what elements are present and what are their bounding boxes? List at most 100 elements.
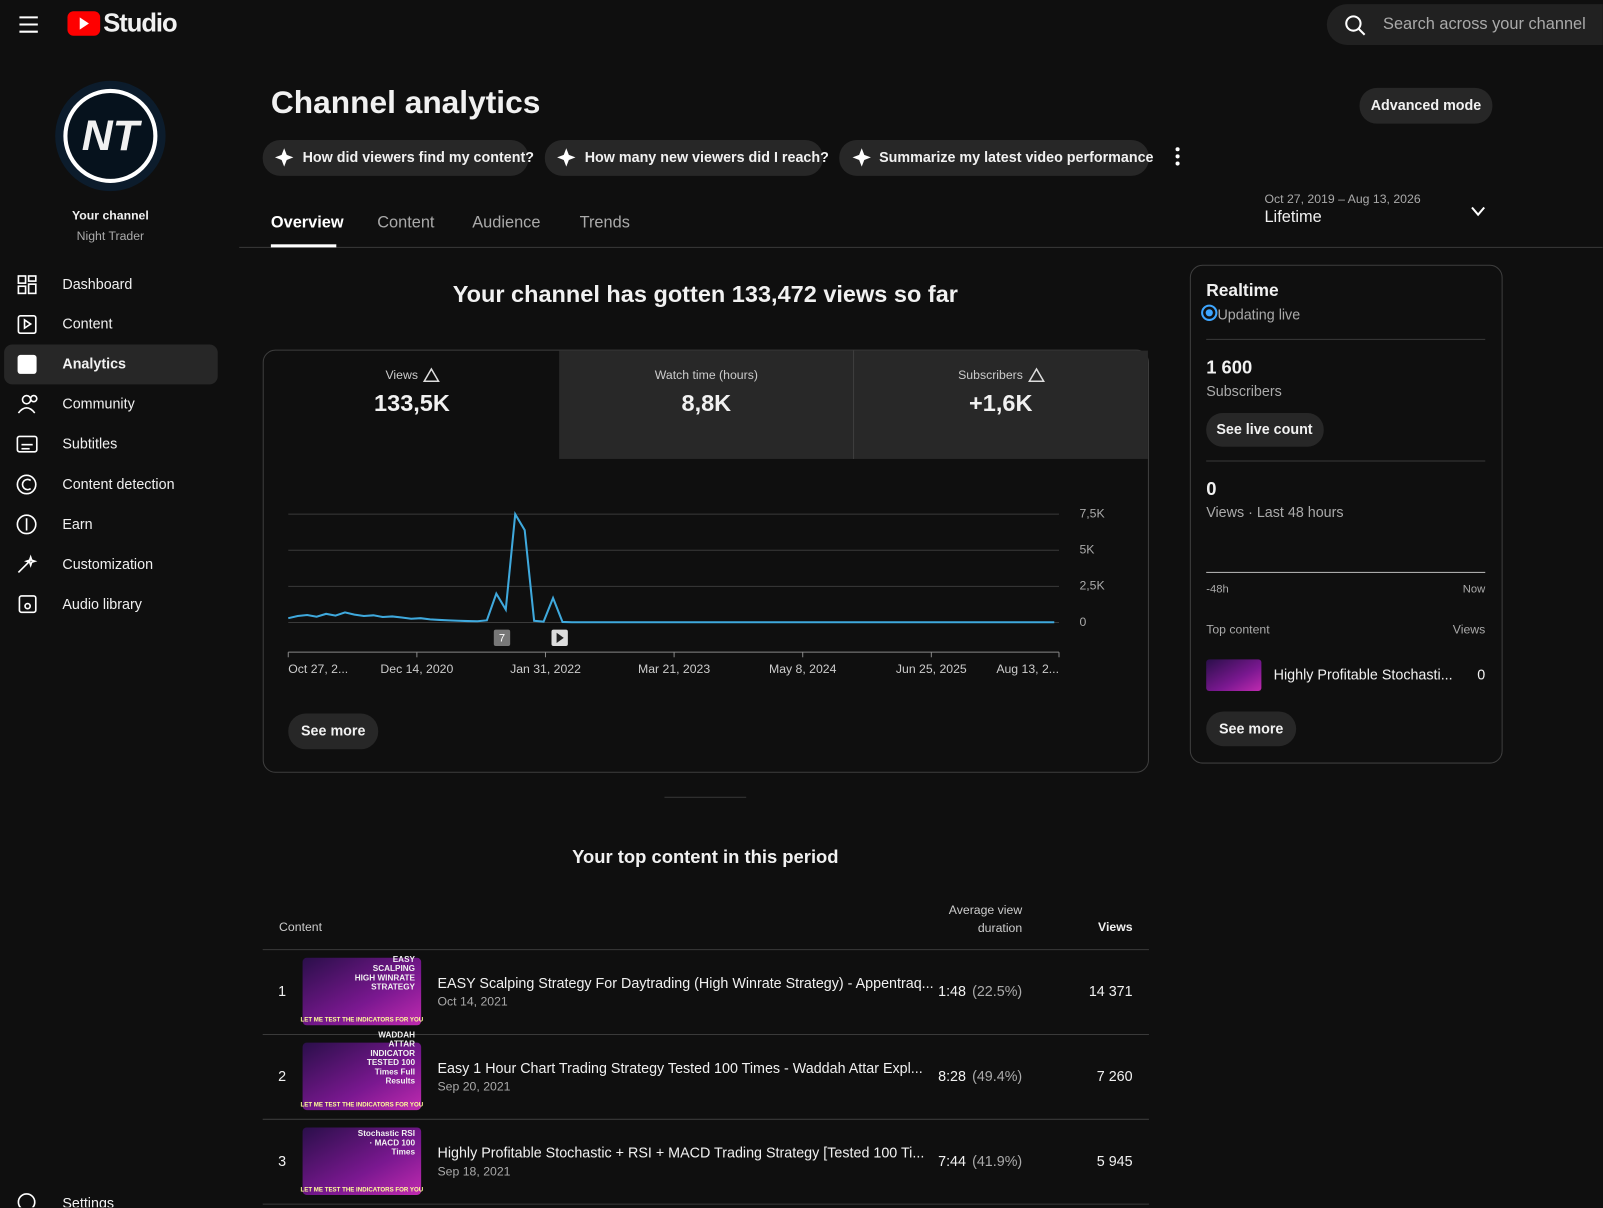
logo-text: Studio — [103, 9, 177, 38]
live-count-button[interactable]: See live count — [1216, 420, 1313, 438]
nav-item[interactable]: Earn — [62, 515, 93, 533]
search-box[interactable] — [1326, 4, 1603, 45]
label: Views — [1452, 622, 1486, 637]
subscriber-count: 1 600 — [1206, 356, 1253, 378]
metric-value: 8,8K — [681, 389, 732, 417]
x-tick-label: Oct 27, 2... — [288, 662, 348, 676]
marker-label: 7 — [499, 632, 505, 644]
metric-value: +1,6K — [969, 389, 1033, 417]
advanced-button[interactable]: Advanced mode — [1370, 96, 1482, 114]
x-tick-label: Jun 25, 2025 — [896, 662, 967, 676]
video-date: Oct 14, 2021 — [437, 994, 508, 1009]
views: 5 945 — [1096, 1152, 1133, 1169]
avg-duration: 7:44 — [938, 1152, 966, 1169]
views: 0 — [1477, 666, 1486, 683]
tab[interactable]: Trends — [579, 214, 630, 232]
views: 7 260 — [1096, 1067, 1133, 1085]
label: Top content — [1206, 622, 1270, 637]
realtime-see-more[interactable] — [1206, 711, 1297, 747]
menu-icon[interactable] — [19, 16, 38, 33]
metric-label: Watch time (hours) — [654, 367, 758, 383]
nav-item[interactable]: Content detection — [62, 475, 175, 493]
x-tick-label: Jan 31, 2022 — [510, 662, 581, 676]
tab[interactable]: Content — [377, 214, 435, 232]
video-date: Sep 20, 2021 — [437, 1079, 511, 1094]
avg-percent: (22.5%) — [972, 982, 1023, 1000]
prompt-chip[interactable]: How did viewers find my content? — [302, 148, 534, 166]
video-title[interactable]: Highly Profitable Stochastic + RSI + MAC… — [437, 1144, 925, 1161]
metric-label: Views — [385, 367, 418, 383]
prompt-chip[interactable]: Summarize my latest video performance — [879, 148, 1154, 166]
status: Updating live — [1217, 306, 1301, 323]
thumbnail-text: WADDAH ATTAR INDICATOR TESTED 100 Times … — [366, 1030, 416, 1086]
play-icon — [556, 632, 564, 643]
period-select[interactable]: Lifetime — [1264, 208, 1322, 227]
tab[interactable]: Audience — [472, 214, 541, 232]
card-title: Realtime — [1206, 280, 1279, 301]
nav-item[interactable]: Community — [62, 395, 135, 412]
headline: Your channel has gotten 133,472 views so… — [452, 280, 958, 307]
label: Your channel — [72, 208, 149, 223]
video-title[interactable]: Highly Profitable Stochasti... — [1273, 666, 1453, 683]
metric-value: 133,5K — [374, 389, 450, 417]
section-title: Your top content in this period — [572, 846, 839, 868]
date-range: Oct 27, 2019 – Aug 13, 2026 — [1264, 191, 1421, 207]
x-tick-label: Dec 14, 2020 — [380, 662, 453, 676]
avatar-text: NT — [81, 111, 140, 160]
page-title: Channel analytics — [270, 84, 541, 121]
metric-label: Subscribers — [958, 367, 1023, 383]
y-tick-label: 0 — [1079, 615, 1086, 629]
see-more-button[interactable] — [288, 713, 379, 750]
avg-percent: (49.4%) — [972, 1067, 1023, 1085]
y-tick-label: 7,5K — [1079, 506, 1105, 520]
views-line — [288, 510, 1055, 624]
video-title[interactable]: Easy 1 Hour Chart Trading Strategy Teste… — [437, 1059, 923, 1076]
x-tick-label: Aug 13, 2... — [996, 662, 1059, 676]
thumbnail-banner: LET ME TEST THE INDICATORS FOR YOU — [300, 1187, 424, 1194]
label: Night Trader — [76, 228, 145, 244]
column-header: Average view duration — [948, 902, 1023, 936]
video-title[interactable]: EASY Scalping Strategy For Daytrading (H… — [437, 974, 934, 992]
x-tick-label: Mar 21, 2023 — [638, 662, 710, 676]
nav-item[interactable]: Audio library — [62, 595, 142, 612]
thumbnail-text: Stochastic RSI · MACD 100 Times — [357, 1129, 416, 1157]
label: Views · Last 48 hours — [1206, 503, 1344, 520]
warning-icon — [422, 367, 440, 383]
thumbnail-banner: LET ME TEST THE INDICATORS FOR YOU — [300, 1102, 424, 1109]
nav-item[interactable]: Dashboard — [62, 275, 133, 292]
see-more-button[interactable]: See more — [1218, 720, 1284, 737]
thumbnail-banner: LET ME TEST THE INDICATORS FOR YOU — [300, 1017, 424, 1024]
nav-item[interactable]: Customization — [62, 555, 154, 573]
avg-duration: 1:48 — [938, 982, 966, 1000]
nav-item[interactable]: Settings — [62, 1194, 115, 1208]
chart-marker — [493, 629, 511, 647]
axis-label: -48h — [1206, 583, 1229, 596]
column-header: Views — [1098, 919, 1133, 935]
avg-percent: (41.9%) — [972, 1152, 1023, 1169]
y-tick-label: 2,5K — [1079, 579, 1105, 593]
label: Subscribers — [1206, 382, 1282, 400]
axis-label: Now — [1462, 583, 1486, 596]
views: 14 371 — [1088, 982, 1133, 1000]
y-tick-label: 5K — [1079, 543, 1095, 557]
nav-item[interactable]: Content — [62, 315, 113, 332]
advanced-button[interactable] — [1359, 87, 1493, 124]
warning-icon — [1028, 367, 1046, 383]
prompt-chip[interactable]: How many new viewers did I reach? — [584, 148, 829, 166]
rank: 1 — [278, 982, 287, 1000]
views-count: 0 — [1206, 478, 1217, 500]
thumbnail-text: EASY SCALPING HIGH WINRATE STRATEGY — [354, 954, 416, 992]
tab[interactable]: Overview — [270, 214, 344, 232]
nav-icons — [16, 275, 38, 1208]
rank: 2 — [278, 1067, 287, 1085]
see-more-button[interactable]: See more — [301, 722, 366, 739]
video-date: Sep 18, 2021 — [437, 1164, 511, 1179]
nav-item[interactable]: Subtitles — [62, 435, 118, 452]
live-count-button[interactable] — [1206, 412, 1324, 447]
avg-duration: 8:28 — [938, 1067, 966, 1085]
nav-item[interactable]: Analytics — [62, 355, 126, 372]
search-input[interactable]: Search across your channel — [1383, 15, 1586, 34]
